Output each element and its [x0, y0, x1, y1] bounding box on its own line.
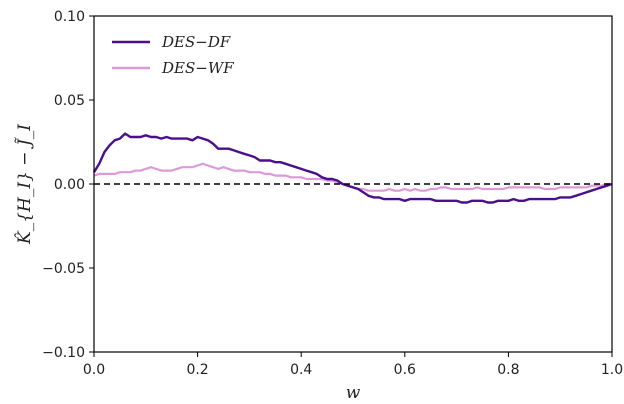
y-tick-label: 0.00: [54, 177, 85, 193]
x-axis: 0.0 0.2 0.4 0.6 0.8 1.0: [83, 352, 623, 378]
x-tick-label: 0.6: [394, 362, 416, 378]
legend: DES−DF DES−WF: [112, 33, 234, 77]
x-tick-label: 0.0: [83, 362, 105, 378]
y-tick-label: 0.10: [54, 9, 85, 25]
legend-label: DES−DF: [161, 33, 231, 51]
x-tick-label: 0.2: [186, 362, 208, 378]
legend-label: DES−WF: [161, 59, 234, 77]
y-axis: −0.10 −0.05 0.00 0.05 0.10: [42, 9, 94, 361]
series-lines: [92, 132, 613, 204]
x-tick-label: 0.8: [497, 362, 519, 378]
y-tick-label: −0.10: [42, 345, 85, 361]
y-axis-title: K̂_{H_I} − J̃_I: [15, 124, 35, 245]
y-tick-label: 0.05: [54, 93, 85, 109]
series-line-des-df: [92, 132, 613, 204]
x-tick-label: 1.0: [601, 362, 623, 378]
y-tick-label: −0.05: [42, 261, 85, 277]
x-axis-title: w: [346, 383, 361, 403]
x-tick-label: 0.4: [290, 362, 312, 378]
